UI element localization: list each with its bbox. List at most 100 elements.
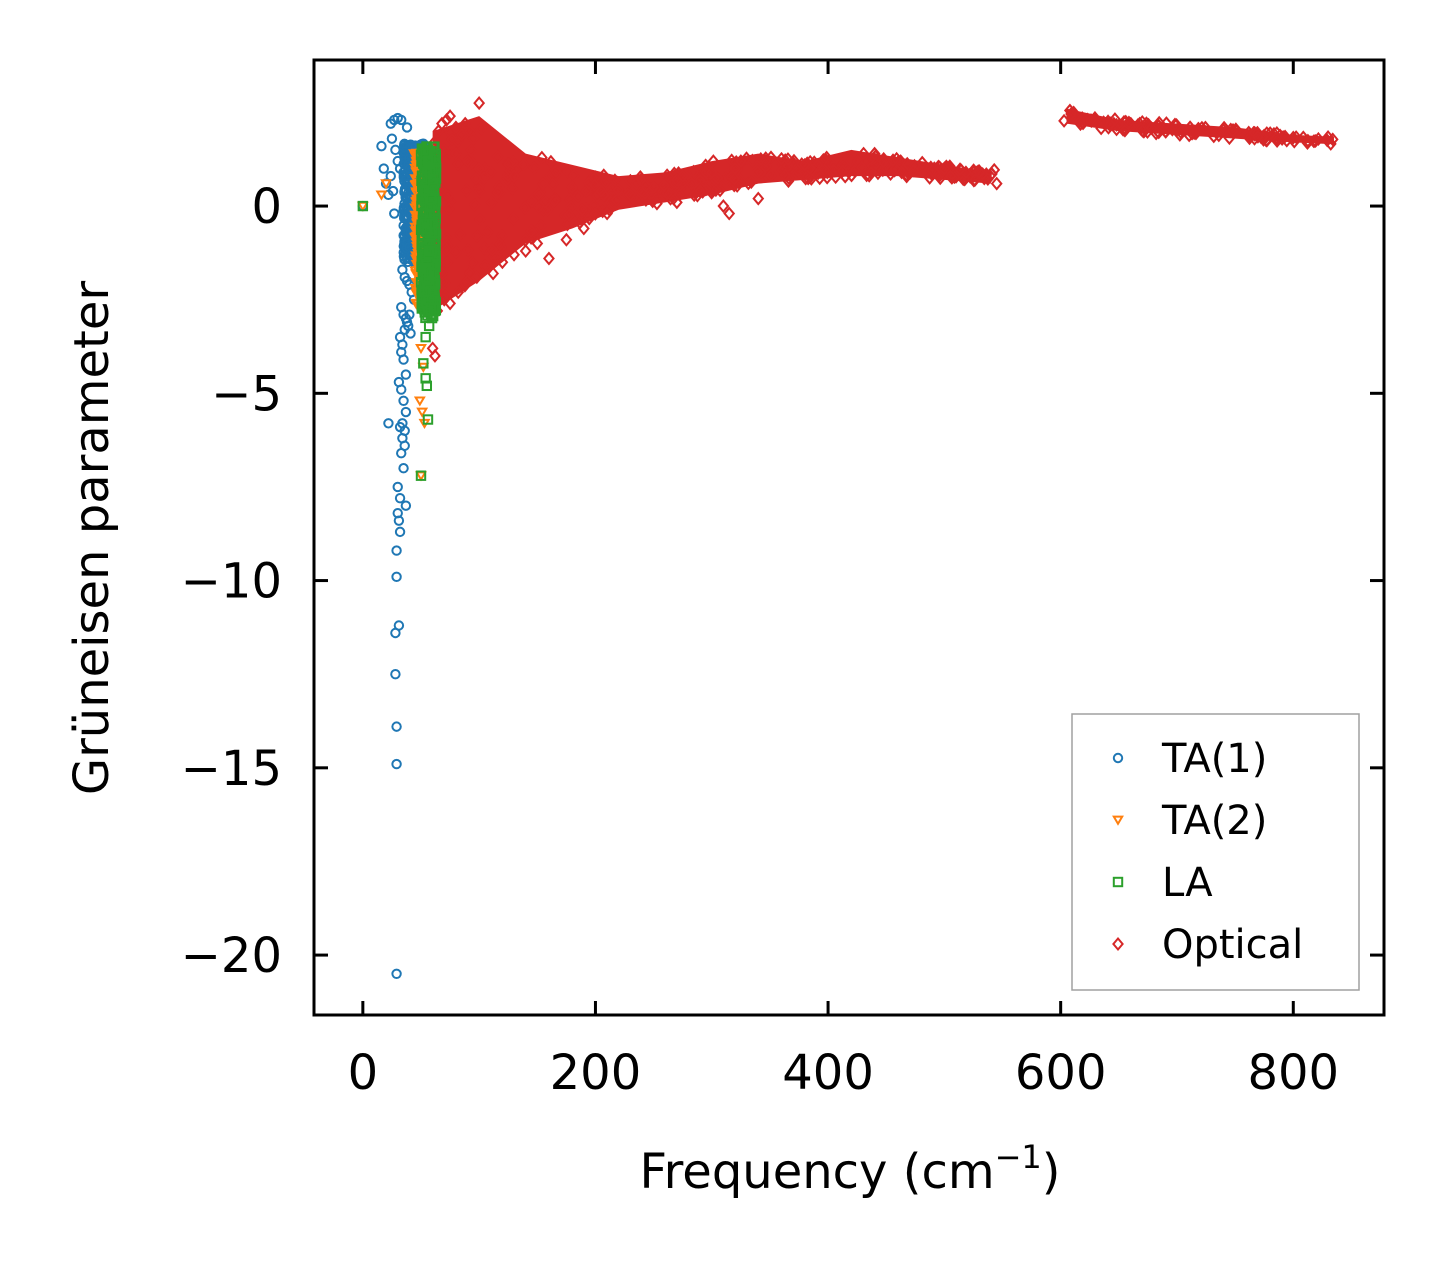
series-ta1-point xyxy=(390,668,401,680)
optical-point xyxy=(519,200,531,215)
optical-point xyxy=(1145,121,1158,136)
optical-point xyxy=(719,171,732,186)
optical-point xyxy=(1133,116,1146,131)
optical-point xyxy=(782,158,795,174)
series-la-point xyxy=(419,286,430,298)
optical-point xyxy=(539,195,552,210)
optical-point xyxy=(443,201,455,216)
optical-point xyxy=(549,164,562,179)
series-la-point xyxy=(426,194,437,205)
optical-point xyxy=(479,258,491,273)
optical-point xyxy=(563,192,576,207)
optical-point xyxy=(865,165,878,180)
series-ta1-point xyxy=(393,515,405,526)
optical-point xyxy=(535,150,548,165)
optical-point xyxy=(1195,120,1208,135)
optical-point xyxy=(759,154,772,169)
optical-point xyxy=(487,249,500,264)
optical-point xyxy=(973,165,986,180)
optical-point xyxy=(438,142,451,157)
optical-point xyxy=(687,164,700,179)
optical-point xyxy=(487,266,500,281)
optical-point xyxy=(621,187,634,202)
optical-point xyxy=(609,173,621,188)
series-optical xyxy=(424,96,1339,363)
optical-point xyxy=(440,112,453,127)
optical-point xyxy=(782,152,794,167)
series-ta1-point xyxy=(396,384,407,395)
optical-point xyxy=(455,127,468,142)
optical-point xyxy=(685,176,698,191)
series-ta1-point xyxy=(390,627,401,639)
x-tick-label: 600 xyxy=(1015,1045,1107,1101)
series-la-point xyxy=(423,320,435,332)
optical-point xyxy=(494,237,506,252)
optical-band-fill xyxy=(432,116,991,311)
optical-point xyxy=(1308,134,1321,149)
optical-point xyxy=(525,224,538,239)
optical-point xyxy=(728,178,741,193)
series-la-point xyxy=(417,207,429,219)
optical-point xyxy=(1188,126,1201,141)
series-ta1-point xyxy=(400,500,412,511)
series-ta1-point xyxy=(396,448,407,459)
series-ta1-point xyxy=(401,122,413,133)
optical-point xyxy=(496,255,509,270)
legend-marker xyxy=(1112,752,1124,764)
series-la-point xyxy=(420,331,431,343)
optical-point xyxy=(436,116,448,131)
optical-point xyxy=(624,187,637,202)
optical-point xyxy=(705,165,718,180)
series-la-point xyxy=(415,470,427,481)
optical-point xyxy=(438,292,451,307)
optical-point xyxy=(745,175,758,190)
series-ta1-point xyxy=(387,185,399,197)
x-tick-label: 400 xyxy=(782,1045,874,1101)
series-la-point xyxy=(425,167,436,178)
series-ta2-point xyxy=(416,407,429,418)
optical-point xyxy=(429,348,441,363)
series-ta1-point xyxy=(394,421,406,433)
optical-point xyxy=(1108,112,1121,127)
optical-point xyxy=(734,154,747,169)
optical-point xyxy=(779,168,792,183)
optical-point xyxy=(798,157,811,172)
optical-point xyxy=(485,195,498,210)
series-ta1-point xyxy=(390,144,401,156)
series-ta1-point xyxy=(396,114,407,126)
optical-point xyxy=(558,208,571,223)
optical-point xyxy=(717,199,730,214)
optical-point xyxy=(467,131,480,146)
optical-point xyxy=(663,186,676,201)
optical-point xyxy=(782,170,795,185)
optical-point xyxy=(626,191,639,206)
optical-point xyxy=(563,208,576,223)
optical-point xyxy=(470,171,482,186)
optical-point xyxy=(916,155,929,170)
x-tick-label: 800 xyxy=(1247,1045,1339,1101)
optical-point xyxy=(889,162,902,177)
optical-point xyxy=(1073,114,1086,129)
optical-point xyxy=(589,170,602,185)
series-la-point xyxy=(423,245,435,257)
optical-point xyxy=(481,225,494,240)
optical-point xyxy=(938,161,951,176)
optical-point xyxy=(528,160,541,175)
optical-point xyxy=(1217,122,1230,137)
optical-point xyxy=(597,187,610,202)
axis-ticks: 0 200 400 600 800 0 −5 −10 −15 −20 xyxy=(181,60,1384,1101)
optical-point xyxy=(532,186,545,201)
series-la-point xyxy=(419,185,430,197)
series-ta2-point xyxy=(380,179,393,190)
optical-point xyxy=(958,172,971,187)
optical-point xyxy=(1058,113,1070,128)
optical-point xyxy=(582,175,595,190)
optical-point xyxy=(442,188,454,203)
series-ta1-point xyxy=(386,133,398,144)
optical-point xyxy=(786,155,799,170)
optical-point xyxy=(577,221,590,236)
series-ta1-point xyxy=(378,163,389,174)
legend-label: LA xyxy=(1162,860,1213,906)
optical-point xyxy=(658,178,671,193)
legend-label: TA(2) xyxy=(1161,798,1267,844)
